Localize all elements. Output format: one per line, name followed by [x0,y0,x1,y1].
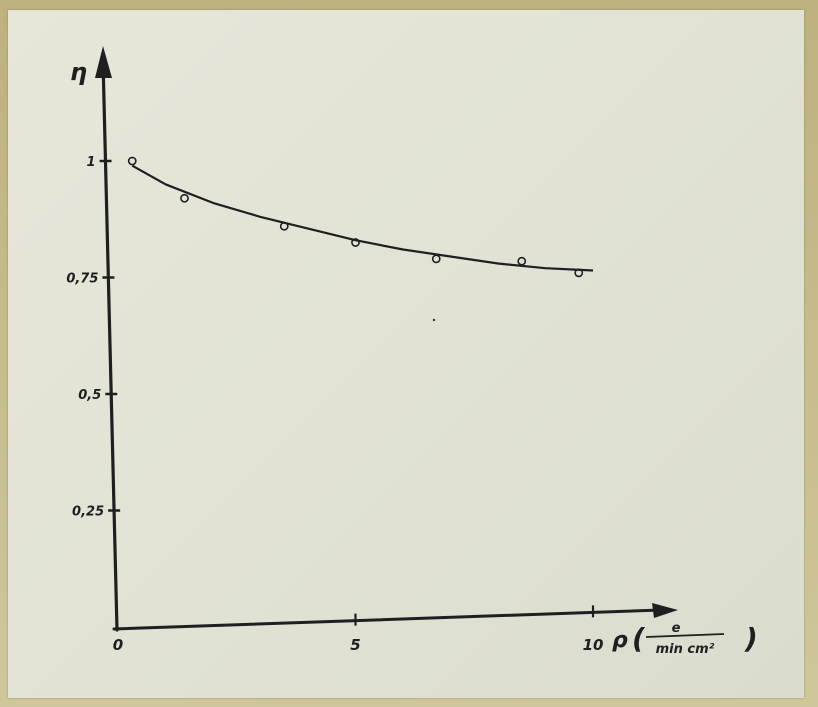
data-point [180,193,189,203]
x-axis-unit-fraction-bar [645,633,725,638]
y-axis-label: η [70,58,87,86]
data-point [517,256,527,266]
x-axis-label: ρ [612,628,628,653]
y-tick-label: 0,75 [66,272,98,287]
x-axis-unit-denominator: min cm² [656,642,715,657]
y-tick-label: 0,25 [72,505,104,520]
data-point [431,254,441,264]
y-tick-label: 1 [87,155,96,170]
paper-speck [432,318,436,322]
x-axis-unit-close-paren: ) [744,622,758,655]
paper-sheet [8,10,804,698]
data-point [351,238,360,247]
y-axis-arrow [95,46,112,78]
data-point [127,156,137,166]
x-axis-unit-numerator: e [672,621,681,636]
x-tick-label: 5 [350,636,360,654]
x-tick-label: 0 [113,636,123,654]
x-axis-line [112,608,664,631]
y-tick-label: 0,5 [78,388,101,403]
data-point [574,268,584,278]
y-axis-line [101,58,119,632]
fitted-curve [131,164,594,272]
data-point [279,221,289,231]
x-axis-unit-open-paren: ( [632,622,646,655]
x-tick-label: 10 [583,636,604,654]
x-axis-arrow [652,603,678,618]
